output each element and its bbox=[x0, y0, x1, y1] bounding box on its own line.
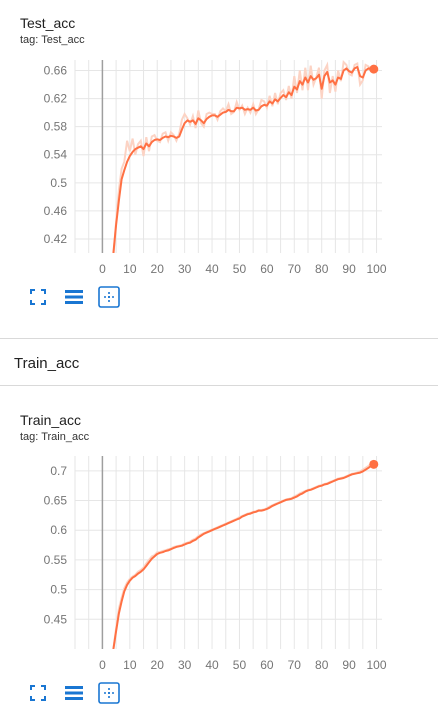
y-tick-label: 0.58 bbox=[44, 120, 68, 134]
chart-tag: tag: Test_acc bbox=[20, 34, 85, 46]
raw-series-line bbox=[112, 462, 374, 649]
fullscreen-icon[interactable] bbox=[28, 683, 48, 703]
y-tick-label: 0.45 bbox=[44, 612, 68, 626]
x-tick-label: 0 bbox=[99, 262, 106, 276]
y-tick-label: 0.46 bbox=[44, 204, 68, 218]
y-tick-label: 0.55 bbox=[44, 553, 68, 567]
last-point-marker[interactable] bbox=[369, 64, 379, 74]
train-acc-chart[interactable]: 0.45 0.5 0.55 0.6 0.65 0.7 0 10 20 30 40 50 60 70 80 90… bbox=[0, 451, 438, 676]
x-tick-label: 60 bbox=[260, 658, 274, 672]
x-tick-label: 80 bbox=[315, 658, 329, 672]
x-tick-label: 70 bbox=[288, 658, 302, 672]
y-tick-label: 0.7 bbox=[50, 464, 67, 478]
y-tick-label: 0.62 bbox=[44, 92, 68, 106]
x-tick-label: 100 bbox=[367, 658, 387, 672]
fit-domain-icon[interactable] bbox=[98, 286, 120, 308]
x-tick-label: 40 bbox=[205, 262, 219, 276]
y-tick-label: 0.5 bbox=[50, 176, 67, 190]
x-tick-label: 90 bbox=[342, 262, 356, 276]
chart-tag: tag: Train_acc bbox=[20, 431, 90, 443]
x-tick-label: 20 bbox=[151, 262, 165, 276]
x-tick-label: 40 bbox=[205, 658, 219, 672]
x-tick-label: 70 bbox=[288, 262, 302, 276]
y-tick-label: 0.6 bbox=[50, 523, 67, 537]
y-tick-label: 0.66 bbox=[44, 64, 68, 78]
x-tick-label: 80 bbox=[315, 262, 329, 276]
data-table-icon[interactable] bbox=[64, 683, 84, 703]
test-acc-chart[interactable]: 0.42 0.46 0.5 0.54 0.58 0.62 0.66 0 10 20 30 40 50 60… bbox=[0, 55, 438, 280]
x-tick-label: 30 bbox=[178, 262, 192, 276]
x-tick-label: 30 bbox=[178, 658, 192, 672]
fullscreen-icon[interactable] bbox=[28, 287, 48, 307]
x-tick-label: 100 bbox=[367, 262, 387, 276]
smoothed-series-line bbox=[112, 463, 375, 649]
fit-domain-icon[interactable] bbox=[98, 682, 120, 704]
smoothed-series-line bbox=[112, 66, 374, 253]
y-tick-label: 0.42 bbox=[44, 232, 68, 246]
raw-series-line bbox=[112, 60, 374, 253]
chart-title: Test_acc bbox=[20, 15, 76, 31]
y-tick-label: 0.54 bbox=[44, 148, 68, 162]
chart-title: Train_acc bbox=[20, 412, 81, 428]
x-tick-label: 20 bbox=[151, 658, 165, 672]
x-tick-label: 90 bbox=[342, 658, 356, 672]
x-tick-label: 10 bbox=[123, 262, 137, 276]
section-header[interactable]: Train_acc bbox=[0, 338, 438, 386]
y-tick-label: 0.5 bbox=[50, 583, 67, 597]
x-tick-label: 0 bbox=[99, 658, 106, 672]
y-tick-label: 0.65 bbox=[44, 494, 68, 508]
x-tick-label: 10 bbox=[123, 658, 137, 672]
x-tick-label: 60 bbox=[260, 262, 274, 276]
section-title: Train_acc bbox=[14, 355, 80, 372]
data-table-icon[interactable] bbox=[64, 287, 84, 307]
x-tick-label: 50 bbox=[233, 658, 247, 672]
last-point-marker[interactable] bbox=[369, 459, 379, 469]
x-tick-label: 50 bbox=[233, 262, 247, 276]
